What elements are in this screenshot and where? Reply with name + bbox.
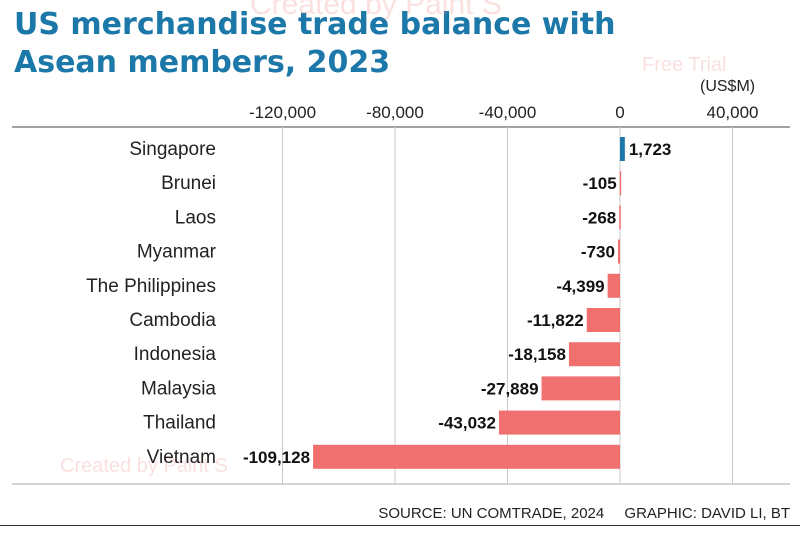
bar-myanmar bbox=[617, 239, 620, 264]
category-label-1: Brunei bbox=[161, 173, 216, 194]
category-label-7: Malaysia bbox=[141, 378, 216, 399]
trade-balance-chart: -120,000 -80,000 -40,000 0 40,000 Singapore 1,… bbox=[12, 103, 790, 485]
x-tick-label-2: -40,000 bbox=[479, 103, 537, 122]
value-label-6: -18,158 bbox=[508, 345, 566, 364]
bar-malaysia bbox=[541, 376, 620, 401]
x-tick-label-1: -80,000 bbox=[366, 103, 424, 122]
credit-text: GRAPHIC: DAVID LI, BT bbox=[624, 505, 790, 522]
value-label-8: -43,032 bbox=[438, 414, 496, 433]
bar-thailand bbox=[498, 410, 620, 435]
bar-laos bbox=[619, 205, 621, 230]
watermark-free-trial: Free Trial bbox=[642, 54, 727, 76]
source-text: SOURCE: UN COMTRADE, 2024 bbox=[378, 505, 605, 522]
footer: SOURCE: UN COMTRADE, 2024 GRAPHIC: DAVID… bbox=[0, 505, 790, 522]
category-label-2: Laos bbox=[175, 207, 216, 228]
bar-indonesia bbox=[568, 342, 620, 367]
bar-the-philippines bbox=[607, 273, 620, 298]
bar-singapore bbox=[620, 137, 625, 161]
value-label-9: -109,128 bbox=[243, 448, 310, 467]
unit-label: (US$M) bbox=[700, 78, 756, 95]
category-label-4: The Philippines bbox=[86, 276, 216, 297]
category-label-9: Vietnam bbox=[147, 447, 216, 468]
category-label-5: Cambodia bbox=[129, 310, 216, 331]
x-tick-label-0: -120,000 bbox=[249, 103, 316, 122]
category-label-6: Indonesia bbox=[134, 344, 217, 365]
value-label-0: 1,723 bbox=[629, 140, 672, 159]
value-label-3: -730 bbox=[581, 243, 615, 262]
value-label-2: -268 bbox=[582, 208, 616, 227]
value-label-5: -11,822 bbox=[527, 311, 584, 330]
x-tick-label-4: 40,000 bbox=[707, 103, 759, 122]
bottom-rule bbox=[0, 525, 800, 526]
watermark-top: Created by Paint S bbox=[250, 0, 502, 21]
bar-brunei bbox=[619, 171, 622, 196]
bar-cambodia bbox=[586, 308, 620, 332]
category-label-3: Myanmar bbox=[137, 242, 217, 263]
chart-title: US merchandise trade balance with Asean … bbox=[14, 7, 616, 80]
category-label-0: Singapore bbox=[129, 139, 216, 160]
watermark-bottom: Created by Paint S bbox=[60, 455, 228, 477]
category-label-8: Thailand bbox=[143, 413, 216, 434]
value-label-1: -105 bbox=[583, 174, 617, 193]
value-label-4: -4,399 bbox=[556, 277, 604, 296]
bar-vietnam bbox=[313, 444, 620, 469]
x-tick-label-3: 0 bbox=[615, 103, 624, 122]
value-label-7: -27,889 bbox=[481, 379, 539, 398]
